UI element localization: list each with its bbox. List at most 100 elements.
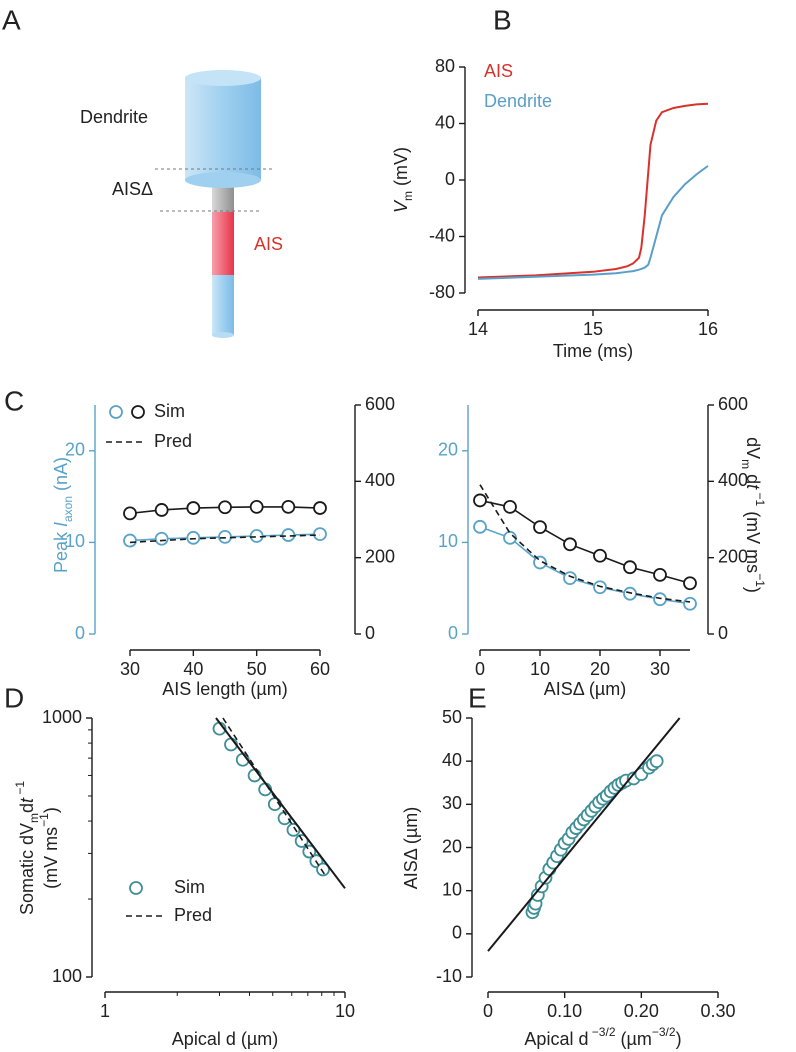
label-part: (mV ms xyxy=(41,827,61,889)
label-part: m xyxy=(27,813,41,823)
y-tick-label: 40 xyxy=(442,750,462,770)
data-point xyxy=(653,592,667,607)
data-point xyxy=(123,533,137,548)
x-tick-label: 20 xyxy=(590,659,610,679)
y-tick-label: 20 xyxy=(442,836,462,856)
y-tick-label: 100 xyxy=(52,966,82,986)
dendrite-bottom xyxy=(185,172,261,188)
label-part: d xyxy=(17,803,37,813)
data-point xyxy=(218,500,232,515)
x-tick-label: 40 xyxy=(183,659,203,679)
x-tick-label: 10 xyxy=(335,1001,355,1021)
legend-marker xyxy=(109,405,123,419)
y-tick-label: 10 xyxy=(442,879,462,899)
y-tick-label: 0 xyxy=(445,169,455,189)
y2-tick-label: 600 xyxy=(365,394,395,414)
panel-label: E xyxy=(468,682,487,713)
data-point xyxy=(593,580,607,595)
label-part: −1 xyxy=(37,813,51,827)
x-tick-label: 0 xyxy=(483,1001,493,1021)
data-point xyxy=(154,503,169,517)
y-tick-label: 30 xyxy=(442,793,462,813)
y2-tick-label: 400 xyxy=(718,470,748,490)
data-point xyxy=(623,560,637,575)
x-tick-label: 15 xyxy=(583,319,603,339)
axis-label: AIS length (µm) xyxy=(162,679,287,699)
ais-delta-label: AISΔ xyxy=(112,179,153,199)
legend-label: Pred xyxy=(154,431,192,451)
label-part: ) xyxy=(676,1029,682,1049)
data-point xyxy=(186,530,201,545)
y-tick-label: 0 xyxy=(452,923,462,943)
label-part: −1 xyxy=(13,781,27,798)
axis-label: Apical d −3/2 (µm−3/2) xyxy=(524,1025,681,1049)
data-point xyxy=(683,576,697,591)
y2-tick-label: 200 xyxy=(365,546,395,566)
y-tick-label: 10 xyxy=(438,531,458,551)
axon-lower xyxy=(212,275,234,335)
panel-a-diagram: A Dendrite AISΔ AIS xyxy=(2,4,283,338)
x-tick-label: 10 xyxy=(530,659,550,679)
data-point xyxy=(473,493,487,508)
label-part: dV xyxy=(743,437,763,459)
axis-label: Apical d (µm) xyxy=(172,1029,278,1049)
series-line xyxy=(479,484,691,603)
series-line xyxy=(129,534,321,544)
y2-tick-label: 0 xyxy=(365,623,375,643)
panel-label: D xyxy=(4,682,24,713)
x-tick-label: 30 xyxy=(650,659,670,679)
y-tick-label: 20 xyxy=(438,440,458,460)
y-tick-label: 0 xyxy=(75,623,85,643)
axon-end xyxy=(212,332,234,338)
label-part: Peak xyxy=(51,527,71,573)
y2-tick-label: 0 xyxy=(718,623,728,643)
dendrite-cylinder xyxy=(185,78,261,180)
x-tick-label: 1 xyxy=(100,1001,110,1021)
x-tick-label: 30 xyxy=(120,659,140,679)
x-tick-label: 0.10 xyxy=(547,1001,582,1021)
axis-label: dVm dt −1 (mV ms−1) xyxy=(739,437,767,593)
data-point xyxy=(653,567,667,582)
data-point xyxy=(593,548,607,563)
dendrite-top xyxy=(185,70,261,86)
label-part: Somatic dV xyxy=(17,823,37,915)
panel-label: C xyxy=(4,385,24,416)
data-point xyxy=(218,530,232,544)
axis-label: Somatic dVmdt −1 xyxy=(13,781,41,915)
x-tick-label: 0.30 xyxy=(700,1001,735,1021)
legend-marker xyxy=(131,405,145,419)
label-part: −3/2 xyxy=(652,1025,676,1039)
data-point xyxy=(249,500,264,514)
legend-label: AIS xyxy=(484,61,513,81)
data-point xyxy=(154,531,169,546)
legend-label: Sim xyxy=(174,877,205,897)
dendrite-label: Dendrite xyxy=(80,107,148,127)
series-line xyxy=(487,717,681,952)
label-part: V xyxy=(391,199,411,213)
y2-tick-label: 600 xyxy=(718,394,748,414)
x-tick-label: 0 xyxy=(475,659,485,679)
ais-label: AIS xyxy=(254,234,283,254)
series-line xyxy=(215,717,346,889)
data-point xyxy=(281,500,296,514)
label-part: ) xyxy=(41,807,61,813)
data-point xyxy=(563,537,577,552)
data-point xyxy=(123,506,137,521)
label-part: t xyxy=(743,484,763,490)
panel-label: B xyxy=(493,4,512,35)
label-part: m xyxy=(401,191,415,201)
series-line xyxy=(222,717,325,875)
label-part: axon xyxy=(61,496,75,522)
y2-tick-label: 200 xyxy=(718,546,748,566)
data-point xyxy=(313,501,327,515)
panel-label: A xyxy=(2,4,21,35)
label-part: (mV) xyxy=(391,147,411,191)
y-tick-label: -10 xyxy=(436,966,462,986)
series-line xyxy=(477,165,709,280)
axis-label: Vm (mV) xyxy=(391,147,415,213)
y-tick-label: -80 xyxy=(429,282,455,302)
x-tick-label: 50 xyxy=(247,659,267,679)
ais-segment xyxy=(212,212,234,275)
axis-label: Peak Iaxon (nA) xyxy=(51,457,75,573)
